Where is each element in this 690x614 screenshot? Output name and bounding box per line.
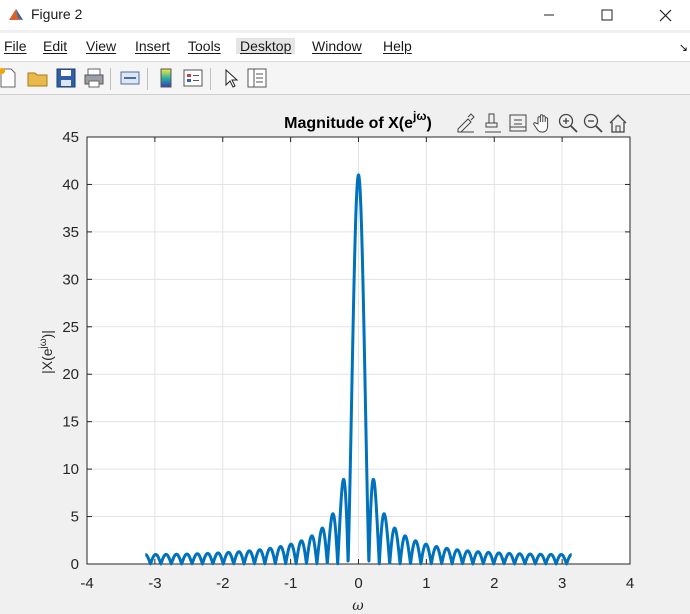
- menu-insert[interactable]: Insert: [135, 38, 171, 54]
- y-tick-labels: 0 5 10 15 20 25 30 35 40 45: [62, 129, 79, 573]
- chart-title: Magnitude of X(ejω): [284, 109, 432, 132]
- data-tips-icon[interactable]: [482, 112, 504, 134]
- print-icon[interactable]: [82, 66, 106, 90]
- menu-desktop[interactable]: Desktop: [236, 38, 296, 54]
- dock-figure-icon[interactable]: ↘: [678, 41, 688, 54]
- matlab-logo-icon: [9, 9, 23, 20]
- zoom-in-icon[interactable]: [557, 112, 579, 134]
- x-tick-label: -3: [148, 575, 161, 592]
- chart-title-end: ): [427, 115, 432, 132]
- y-axis-label-end: )|: [39, 330, 55, 338]
- save-icon[interactable]: [54, 66, 78, 90]
- maximize-icon: [601, 9, 613, 21]
- y-tick-label: 35: [62, 224, 79, 241]
- menu-window[interactable]: Window: [312, 38, 362, 54]
- y-tick-marks: [87, 136, 630, 565]
- toolbar-separator: [210, 68, 211, 90]
- minimize-icon: [544, 14, 554, 16]
- window-title: Figure 2: [31, 6, 83, 22]
- toolbar-separator: [147, 68, 148, 90]
- menu-view[interactable]: View: [86, 38, 117, 54]
- zoom-out-icon[interactable]: [582, 112, 604, 134]
- figure-canvas: -4 -3 -2 -1 0 1 2 3 4 0 5 10 15 20 25 30 35 40 45 Magnitu…: [0, 96, 690, 614]
- y-tick-label: 10: [62, 461, 79, 478]
- y-tick-label: 15: [62, 414, 79, 431]
- open-file-icon[interactable]: [26, 66, 50, 90]
- x-axis-label: ω: [352, 598, 364, 614]
- link-plot-icon[interactable]: [118, 66, 142, 90]
- y-tick-label: 30: [62, 271, 79, 288]
- y-tick-label: 5: [71, 509, 79, 526]
- menu-help[interactable]: Help: [383, 38, 412, 54]
- window-titlebar: Figure 2: [0, 0, 690, 30]
- restore-view-icon[interactable]: [607, 112, 629, 134]
- insert-colorbar-icon[interactable]: [154, 66, 178, 90]
- edit-plot-icon[interactable]: [218, 66, 242, 90]
- y-tick-label: 25: [62, 319, 79, 336]
- y-tick-label: 45: [62, 129, 79, 146]
- y-axis-label: |X(ejω)|: [38, 330, 55, 374]
- plot-canvas: -4 -3 -2 -1 0 1 2 3 4 0 5 10 15 20 25 30 35 40 45 Magnitu…: [38, 109, 634, 614]
- x-tick-label: -1: [284, 575, 297, 592]
- chart-title-superscript: jω: [412, 109, 426, 123]
- new-figure-icon[interactable]: [0, 66, 20, 90]
- x-tick-label: 0: [354, 575, 362, 592]
- minimize-button[interactable]: [526, 0, 572, 30]
- menu-edit[interactable]: Edit: [43, 38, 68, 54]
- x-tick-labels: -4 -3 -2 -1 0 1 2 3 4: [80, 575, 634, 592]
- menu-bar: File Edit View Insert Tools Desktop Wind…: [0, 33, 690, 62]
- brush-icon[interactable]: [455, 112, 477, 134]
- maximize-button[interactable]: [584, 0, 630, 30]
- y-axis-label-main: |X(e: [39, 348, 55, 374]
- pan-icon[interactable]: [532, 112, 554, 134]
- magnitude-series-line[interactable]: [143, 173, 574, 566]
- figure-toolbar: [0, 62, 690, 95]
- x-tick-label: 4: [626, 575, 634, 592]
- y-tick-label: 0: [71, 556, 79, 573]
- chart-title-main: Magnitude of X(e: [284, 115, 413, 132]
- menu-tools[interactable]: Tools: [188, 38, 221, 54]
- insert-legend-icon[interactable]: [181, 66, 205, 90]
- data-cursor-icon[interactable]: [507, 112, 529, 134]
- toolbar-separator: [110, 68, 111, 90]
- x-tick-label: -4: [80, 575, 93, 592]
- y-tick-label: 20: [62, 366, 79, 383]
- property-inspector-icon[interactable]: [245, 66, 269, 90]
- close-icon: [659, 9, 671, 21]
- y-tick-label: 40: [62, 176, 79, 193]
- x-tick-label: 1: [422, 575, 430, 592]
- y-axis-label-superscript: jω: [38, 338, 49, 349]
- x-tick-label: -2: [216, 575, 229, 592]
- close-button[interactable]: [642, 0, 688, 30]
- x-tick-label: 3: [558, 575, 566, 592]
- x-tick-label: 2: [490, 575, 498, 592]
- menu-file[interactable]: File: [4, 38, 27, 54]
